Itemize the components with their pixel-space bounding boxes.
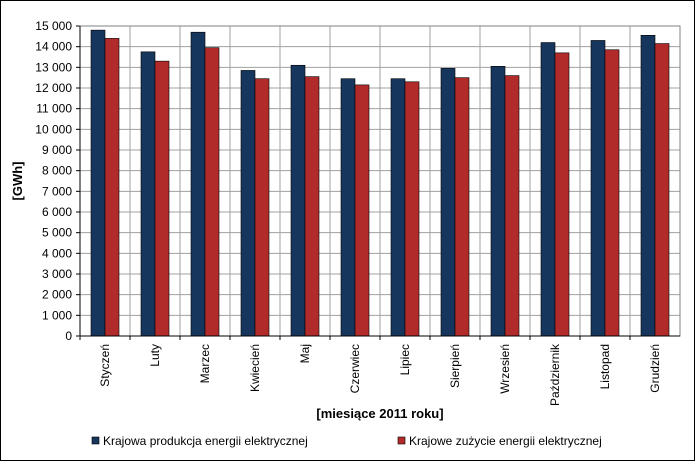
bar-production <box>640 34 656 337</box>
bar-production <box>590 40 606 337</box>
y-tick-label: 12 000 <box>35 81 72 95</box>
y-tick-label: 11 000 <box>36 102 72 116</box>
x-tick-label: Styczeń <box>98 344 112 387</box>
bar-production <box>340 78 356 337</box>
y-tick-label: 13 000 <box>35 60 72 74</box>
bar-consumption <box>154 60 170 337</box>
bar-consumption <box>354 84 370 337</box>
bar-consumption <box>204 47 220 337</box>
legend-swatch <box>91 436 100 445</box>
y-tick-label: 1 000 <box>42 308 72 322</box>
x-tick-label: Lipiec <box>398 344 412 375</box>
bar-consumption <box>604 49 620 337</box>
y-tick-label: 14 000 <box>35 40 72 54</box>
y-tick-label: 9 000 <box>42 143 72 157</box>
bar-production <box>90 29 106 337</box>
y-tick-label: 5 000 <box>42 226 72 240</box>
y-tick-label: 10 000 <box>35 122 72 136</box>
y-tick-label: 2 000 <box>42 288 72 302</box>
bar-consumption <box>504 75 520 337</box>
bar-production <box>390 78 406 337</box>
bar-production <box>490 66 506 337</box>
bar-production <box>190 31 206 337</box>
bars-group <box>90 29 670 337</box>
y-tick-label: 8 000 <box>42 164 72 178</box>
bar-production <box>440 68 456 337</box>
x-tick-label: Maj <box>298 344 312 363</box>
y-tick-label: 7 000 <box>42 184 72 198</box>
bar-consumption <box>304 76 320 337</box>
y-tick-label: 4 000 <box>42 246 72 260</box>
bar-consumption <box>404 81 420 337</box>
x-axis-ticks: Styczeń Luty Marzec Kwiecień Maj Czerwiec Lipi… <box>79 336 662 406</box>
y-axis-ticks: 0 1 000 2 000 3 000 4 000 5 000 6 000 7 000 8 00… <box>35 19 80 343</box>
x-tick-label: Luty <box>148 344 162 367</box>
y-tick-label: 0 <box>65 329 72 343</box>
y-tick-label: 3 000 <box>42 267 72 281</box>
bar-consumption <box>654 43 670 337</box>
bar-production <box>290 64 306 337</box>
axes <box>79 25 681 337</box>
bar-consumption <box>254 78 270 337</box>
bar-consumption <box>104 38 120 337</box>
x-axis-title: [miesiące 2011 roku] <box>316 406 443 421</box>
x-tick-label: Wrzesień <box>498 344 512 394</box>
bar-consumption <box>554 52 570 337</box>
x-tick-label: Kwiecień <box>248 344 262 392</box>
legend: Krajowa produkcja energii elektrycznej Kr… <box>91 434 602 448</box>
y-axis-title: [GWh] <box>10 162 25 201</box>
x-tick-label: Czerwiec <box>348 344 362 393</box>
bar-consumption <box>454 77 470 337</box>
legend-label: Krajowe zużycie energii elektrycznej <box>409 434 602 448</box>
legend-label: Krajowa produkcja energii elektrycznej <box>103 434 308 448</box>
x-tick-label: Październik <box>548 343 562 406</box>
y-tick-label: 15 000 <box>35 19 72 33</box>
x-tick-label: Listopad <box>598 344 612 389</box>
legend-swatch <box>397 436 406 445</box>
bar-production <box>240 70 256 337</box>
bar-production <box>540 42 556 337</box>
x-tick-label: Sierpień <box>448 344 462 388</box>
bar-production <box>140 51 156 337</box>
x-tick-label: Marzec <box>198 344 212 383</box>
y-tick-label: 6 000 <box>42 205 72 219</box>
x-tick-label: Grudzień <box>648 344 662 393</box>
